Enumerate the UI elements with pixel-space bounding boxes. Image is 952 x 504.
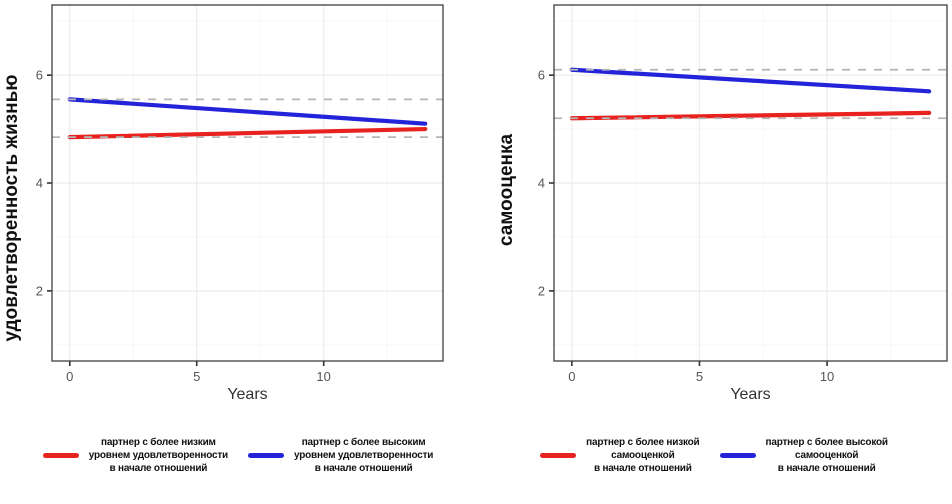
x-axis-title: Years bbox=[730, 386, 770, 403]
gridlines-major bbox=[52, 5, 443, 361]
series-line-1 bbox=[569, 67, 932, 94]
legend-key-line bbox=[540, 453, 577, 458]
reference-lines bbox=[554, 68, 947, 120]
legend-key-line bbox=[719, 453, 756, 458]
legend-label: партнер с более высокой самооценкой в нача… bbox=[765, 437, 889, 474]
legend-entry: партнер с более низкой самооценкой в начал… bbox=[540, 436, 700, 475]
legend-entry: партнер с более высокой самооценкой в нача… bbox=[719, 436, 889, 475]
x-tick-label: 5 bbox=[193, 369, 200, 384]
self-esteem-plot: 0 5 10 2 4 6 Years самооценка bbox=[496, 4, 948, 403]
chart-self-esteem: 0 5 10 2 4 6 Years самооценка партнер с более н… bbox=[476, 0, 952, 504]
legend-label: партнер с более низкой самооценкой в начал… bbox=[586, 437, 700, 474]
x-tick-label: 10 bbox=[820, 369, 834, 384]
x-tick-label: 0 bbox=[568, 369, 575, 384]
self-esteem-legend: партнер с более низкой самооценкой в начал… bbox=[476, 436, 952, 475]
y-tick-label: 4 bbox=[36, 176, 43, 191]
life-satisfaction-legend: партнер с более низким уровнем удовлетвор… bbox=[0, 436, 476, 475]
legend-key-line bbox=[42, 453, 79, 458]
x-tick-label: 0 bbox=[66, 369, 73, 384]
axis-ticks bbox=[549, 74, 828, 366]
gridlines-major bbox=[554, 5, 947, 361]
legend-label: партнер с более низким уровнем удовлетвор… bbox=[88, 437, 228, 474]
y-tick-label: 2 bbox=[36, 283, 43, 298]
x-tick-label: 10 bbox=[316, 369, 330, 384]
axis-ticks bbox=[47, 74, 325, 366]
x-axis-title: Years bbox=[227, 386, 267, 403]
series-line-0 bbox=[67, 126, 428, 140]
legend-label: партнер с более высоким уровнем удовлетво… bbox=[294, 437, 434, 474]
y-axis-title: удовлетворенность жизнью bbox=[1, 75, 22, 342]
gridlines-minor bbox=[554, 5, 947, 361]
x-tick-label: 5 bbox=[696, 369, 703, 384]
y-tick-label: 6 bbox=[538, 68, 545, 83]
y-tick-label: 6 bbox=[36, 68, 43, 83]
chart-life-satisfaction: 0 5 10 2 4 6 Years удовлетворенность жизнью пар… bbox=[0, 4, 476, 475]
legend-entry: партнер с более низким уровнем удовлетвор… bbox=[42, 436, 228, 475]
y-tick-label: 2 bbox=[538, 283, 545, 298]
series-line-0 bbox=[569, 110, 932, 121]
series-line-1 bbox=[67, 97, 428, 126]
y-axis-title: самооценка bbox=[496, 133, 517, 246]
y-tick-label: 4 bbox=[538, 176, 545, 191]
reference-lines bbox=[52, 98, 443, 139]
legend-entry: партнер с более высоким уровнем удовлетво… bbox=[248, 436, 433, 475]
life-satisfaction-plot: 0 5 10 2 4 6 Years удовлетворенность жизнью bbox=[1, 4, 444, 403]
legend-key-line bbox=[248, 453, 284, 458]
